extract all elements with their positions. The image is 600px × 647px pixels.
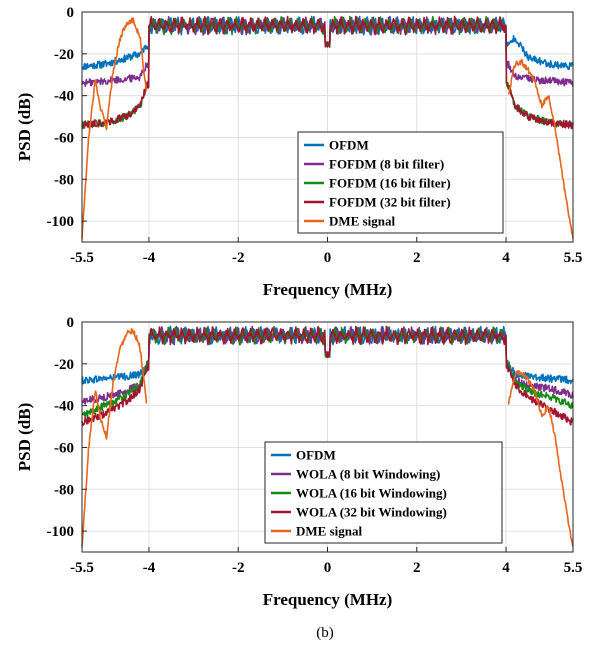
x-tick-label: 2 (413, 560, 421, 576)
legend-entry: WOLA (8 bit Windowing) (296, 467, 440, 482)
y-tick-label: -80 (54, 172, 74, 188)
x-tick-label: -5.5 (70, 560, 94, 576)
legend-box (264, 441, 503, 544)
legend: OFDM FOFDM (8 bit filter) FOFDM (16 bit fi… (297, 131, 504, 234)
x-axis-label: Frequency (MHz) (263, 590, 393, 609)
legend-entry: OFDM (296, 448, 336, 463)
x-tick-label: -2 (232, 250, 245, 266)
y-tick-label: 0 (67, 5, 75, 21)
y-tick-label: -100 (47, 524, 75, 540)
chart-panel-bottom: -5.5 -4 -2 0 2 4 5.50-20-40-60-80-100Frequency… (15, 315, 582, 609)
x-tick-label: -2 (232, 560, 245, 576)
y-tick-label: 0 (67, 315, 75, 331)
y-tick-label: -20 (54, 357, 74, 373)
legend-entry: FOFDM (8 bit filter) (329, 157, 444, 172)
legend: OFDM WOLA (8 bit Windowing) WOLA (16 bit W… (264, 441, 503, 544)
series-line-4 (81, 327, 574, 547)
y-tick-label: -60 (54, 130, 74, 146)
x-tick-label: 4 (502, 250, 510, 266)
series-line-3 (81, 15, 574, 130)
legend-entry: FOFDM (16 bit filter) (329, 176, 451, 191)
x-tick-label: 5.5 (564, 560, 583, 576)
legend-entry: WOLA (32 bit Windowing) (296, 505, 447, 520)
x-tick-label: -5.5 (70, 250, 94, 266)
y-axis-label: PSD (dB) (15, 93, 34, 161)
legend-entry: DME signal (296, 524, 362, 539)
x-tick-label: 4 (502, 560, 510, 576)
figure-caption: (b) (316, 625, 334, 641)
series-line-4 (81, 17, 574, 239)
legend-box (297, 131, 504, 234)
x-tick-label: 0 (324, 560, 332, 576)
y-tick-label: -40 (54, 89, 74, 105)
y-tick-label: -40 (54, 399, 74, 415)
y-tick-label: -100 (47, 214, 75, 230)
y-tick-label: -60 (54, 440, 74, 456)
x-tick-label: 5.5 (564, 250, 583, 266)
legend-entry: DME signal (329, 214, 395, 229)
legend-entry: WOLA (16 bit Windowing) (296, 486, 447, 501)
legend-entry: OFDM (329, 138, 369, 153)
series-line-3 (81, 325, 574, 427)
x-tick-label: 2 (413, 250, 421, 266)
y-tick-label: -80 (54, 482, 74, 498)
x-tick-label: -4 (143, 250, 156, 266)
y-axis-label: PSD (dB) (15, 403, 34, 471)
x-tick-label: -4 (143, 560, 156, 576)
y-tick-label: -20 (54, 47, 74, 63)
legend-entry: FOFDM (32 bit filter) (329, 195, 451, 210)
x-tick-label: 0 (324, 250, 332, 266)
chart-panel-top: -5.5 -4 -2 0 2 4 5.50-20-40-60-80-100Frequency… (15, 5, 582, 299)
x-axis-label: Frequency (MHz) (263, 280, 393, 299)
